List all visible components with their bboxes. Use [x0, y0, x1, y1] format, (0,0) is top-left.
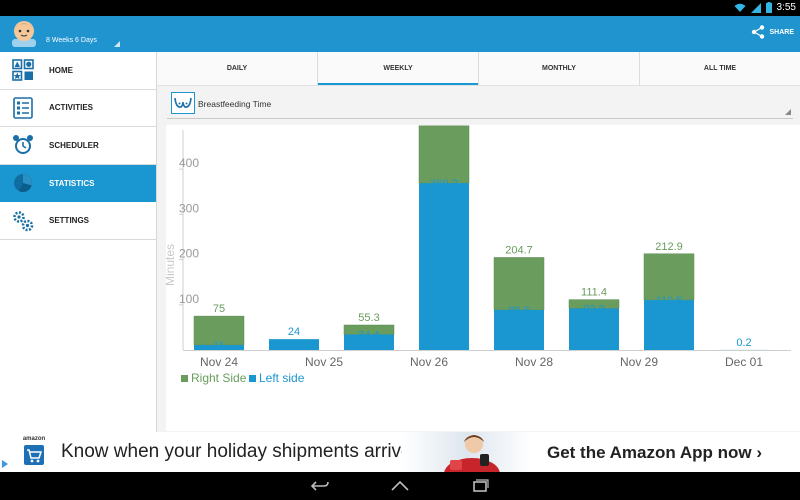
legend-entry: Right Side	[191, 371, 247, 385]
breastfeeding-chart: 100200300400Minutes75112455.334.4496369.…	[166, 125, 800, 431]
breastfeeding-icon	[171, 92, 195, 114]
bar-right-side	[193, 315, 245, 346]
status-bar: 3:55	[0, 0, 800, 16]
chevron-right-icon: ›	[756, 443, 763, 462]
baby-age-label[interactable]: 8 Weeks 6 Days	[46, 37, 97, 44]
bar-left-label: 34.4	[358, 329, 379, 341]
x-tick-label: Nov 29	[620, 355, 658, 369]
ad-photo	[402, 432, 532, 472]
sidebar-item-settings[interactable]: SETTINGS	[0, 202, 156, 240]
sidebar-item-label: ACTIVITIES	[49, 103, 94, 113]
home-icon[interactable]	[390, 478, 410, 494]
bar-left-label: 88.6	[508, 305, 529, 317]
bar-total-label: 204.7	[505, 244, 533, 256]
bar-total-label: 55.3	[358, 312, 379, 324]
sidebar-item-scheduler[interactable]: SCHEDULER	[0, 127, 156, 165]
bar-left-side	[644, 300, 694, 350]
bar-left-label: 92.0	[583, 303, 604, 315]
baby-selector-caret-icon[interactable]	[114, 41, 120, 47]
sidebar-item-label: HOME	[49, 65, 73, 75]
sidebar-item-home[interactable]: HOME	[0, 52, 156, 90]
sidebar-item-activities[interactable]: ACTIVITIES	[0, 90, 156, 128]
share-button[interactable]: SHARE	[751, 25, 794, 39]
tab-daily[interactable]: DAILY	[157, 52, 318, 85]
sidebar-item-label: SETTINGS	[49, 216, 90, 226]
metric-dropdown[interactable]: Breastfeeding Time	[167, 89, 793, 119]
bar-left-side	[269, 339, 319, 350]
x-tick-label: Nov 26	[410, 355, 448, 369]
sidebar: HOME ACTIVITIES SCHEDULER	[0, 52, 157, 432]
statistics-panel: DAILY WEEKLY MONTHLY ALL TIME Breastfeed…	[157, 52, 800, 432]
legend-swatch	[181, 375, 188, 382]
clock: 3:55	[776, 2, 796, 13]
amazon-logo: amazon	[18, 436, 50, 468]
ad-choices-icon[interactable]	[2, 460, 8, 468]
bar-left-side	[494, 309, 544, 350]
x-tick-label: Dec 01	[725, 355, 763, 369]
chart-svg: 100200300400Minutes75112455.334.4496369.…	[166, 125, 791, 385]
bar-left-label: 110.5	[656, 295, 683, 307]
bar-left-side	[419, 183, 469, 350]
bar-right-side	[643, 253, 695, 301]
y-tick-label: 400	[179, 156, 199, 170]
bar-right-side	[418, 125, 470, 184]
x-tick-label: Nov 25	[305, 355, 343, 369]
baby-avatar-icon[interactable]	[10, 19, 38, 47]
bar-total-label: 111.4	[581, 287, 607, 299]
sidebar-item-statistics[interactable]: STATISTICS	[0, 164, 156, 203]
bar-left-label: 11	[213, 340, 224, 352]
gears-icon	[12, 210, 34, 232]
y-axis-label: Minutes	[166, 244, 177, 286]
checklist-icon	[12, 97, 34, 119]
alarm-clock-icon	[12, 134, 34, 156]
period-tabs: DAILY WEEKLY MONTHLY ALL TIME	[157, 52, 800, 86]
y-tick-label: 100	[179, 292, 199, 306]
sidebar-item-label: STATISTICS	[49, 178, 95, 188]
signal-icon	[750, 2, 761, 13]
wifi-icon	[734, 3, 746, 12]
x-tick-label: Nov 28	[515, 355, 553, 369]
bar-left-side	[344, 334, 394, 350]
sidebar-item-label: SCHEDULER	[49, 140, 99, 150]
battery-icon	[765, 2, 772, 13]
bar-total-label: 24	[288, 326, 300, 338]
home-grid-icon	[12, 59, 34, 82]
bar-total-label: 75	[213, 303, 225, 315]
pie-chart-icon	[12, 172, 34, 194]
system-nav-bar	[0, 472, 800, 500]
dropdown-caret-icon	[785, 109, 791, 115]
tab-weekly[interactable]: WEEKLY	[318, 52, 479, 85]
bar-total-label: 212.9	[655, 241, 683, 253]
action-bar: 8 Weeks 6 Days SHARE	[0, 16, 800, 52]
bar-right-side	[493, 257, 545, 311]
legend-swatch	[249, 375, 256, 382]
share-icon	[752, 25, 765, 39]
ad-headline: Know when your holiday shipments arrive	[61, 441, 412, 462]
share-label: SHARE	[769, 28, 794, 36]
bar-left-side	[569, 308, 619, 350]
metric-label: Breastfeeding Time	[198, 99, 272, 109]
ad-cta[interactable]: Get the Amazon App now ›	[547, 443, 763, 462]
cart-icon	[24, 445, 44, 465]
ad-banner[interactable]: amazon Know when your holiday shipments …	[0, 432, 800, 472]
y-tick-label: 200	[179, 247, 199, 261]
bar-left-label: 369.2	[430, 178, 458, 190]
tab-all-time[interactable]: ALL TIME	[703, 65, 737, 72]
recent-apps-icon[interactable]	[470, 478, 490, 494]
bar-total-label: 0.2	[736, 337, 751, 349]
tab-monthly[interactable]: MONTHLY	[479, 52, 640, 85]
bar-left-side	[194, 345, 244, 350]
legend-entry: Left side	[259, 371, 305, 385]
back-icon[interactable]	[310, 478, 330, 494]
y-tick-label: 300	[179, 201, 199, 215]
x-tick-label: Nov 24	[200, 355, 238, 369]
